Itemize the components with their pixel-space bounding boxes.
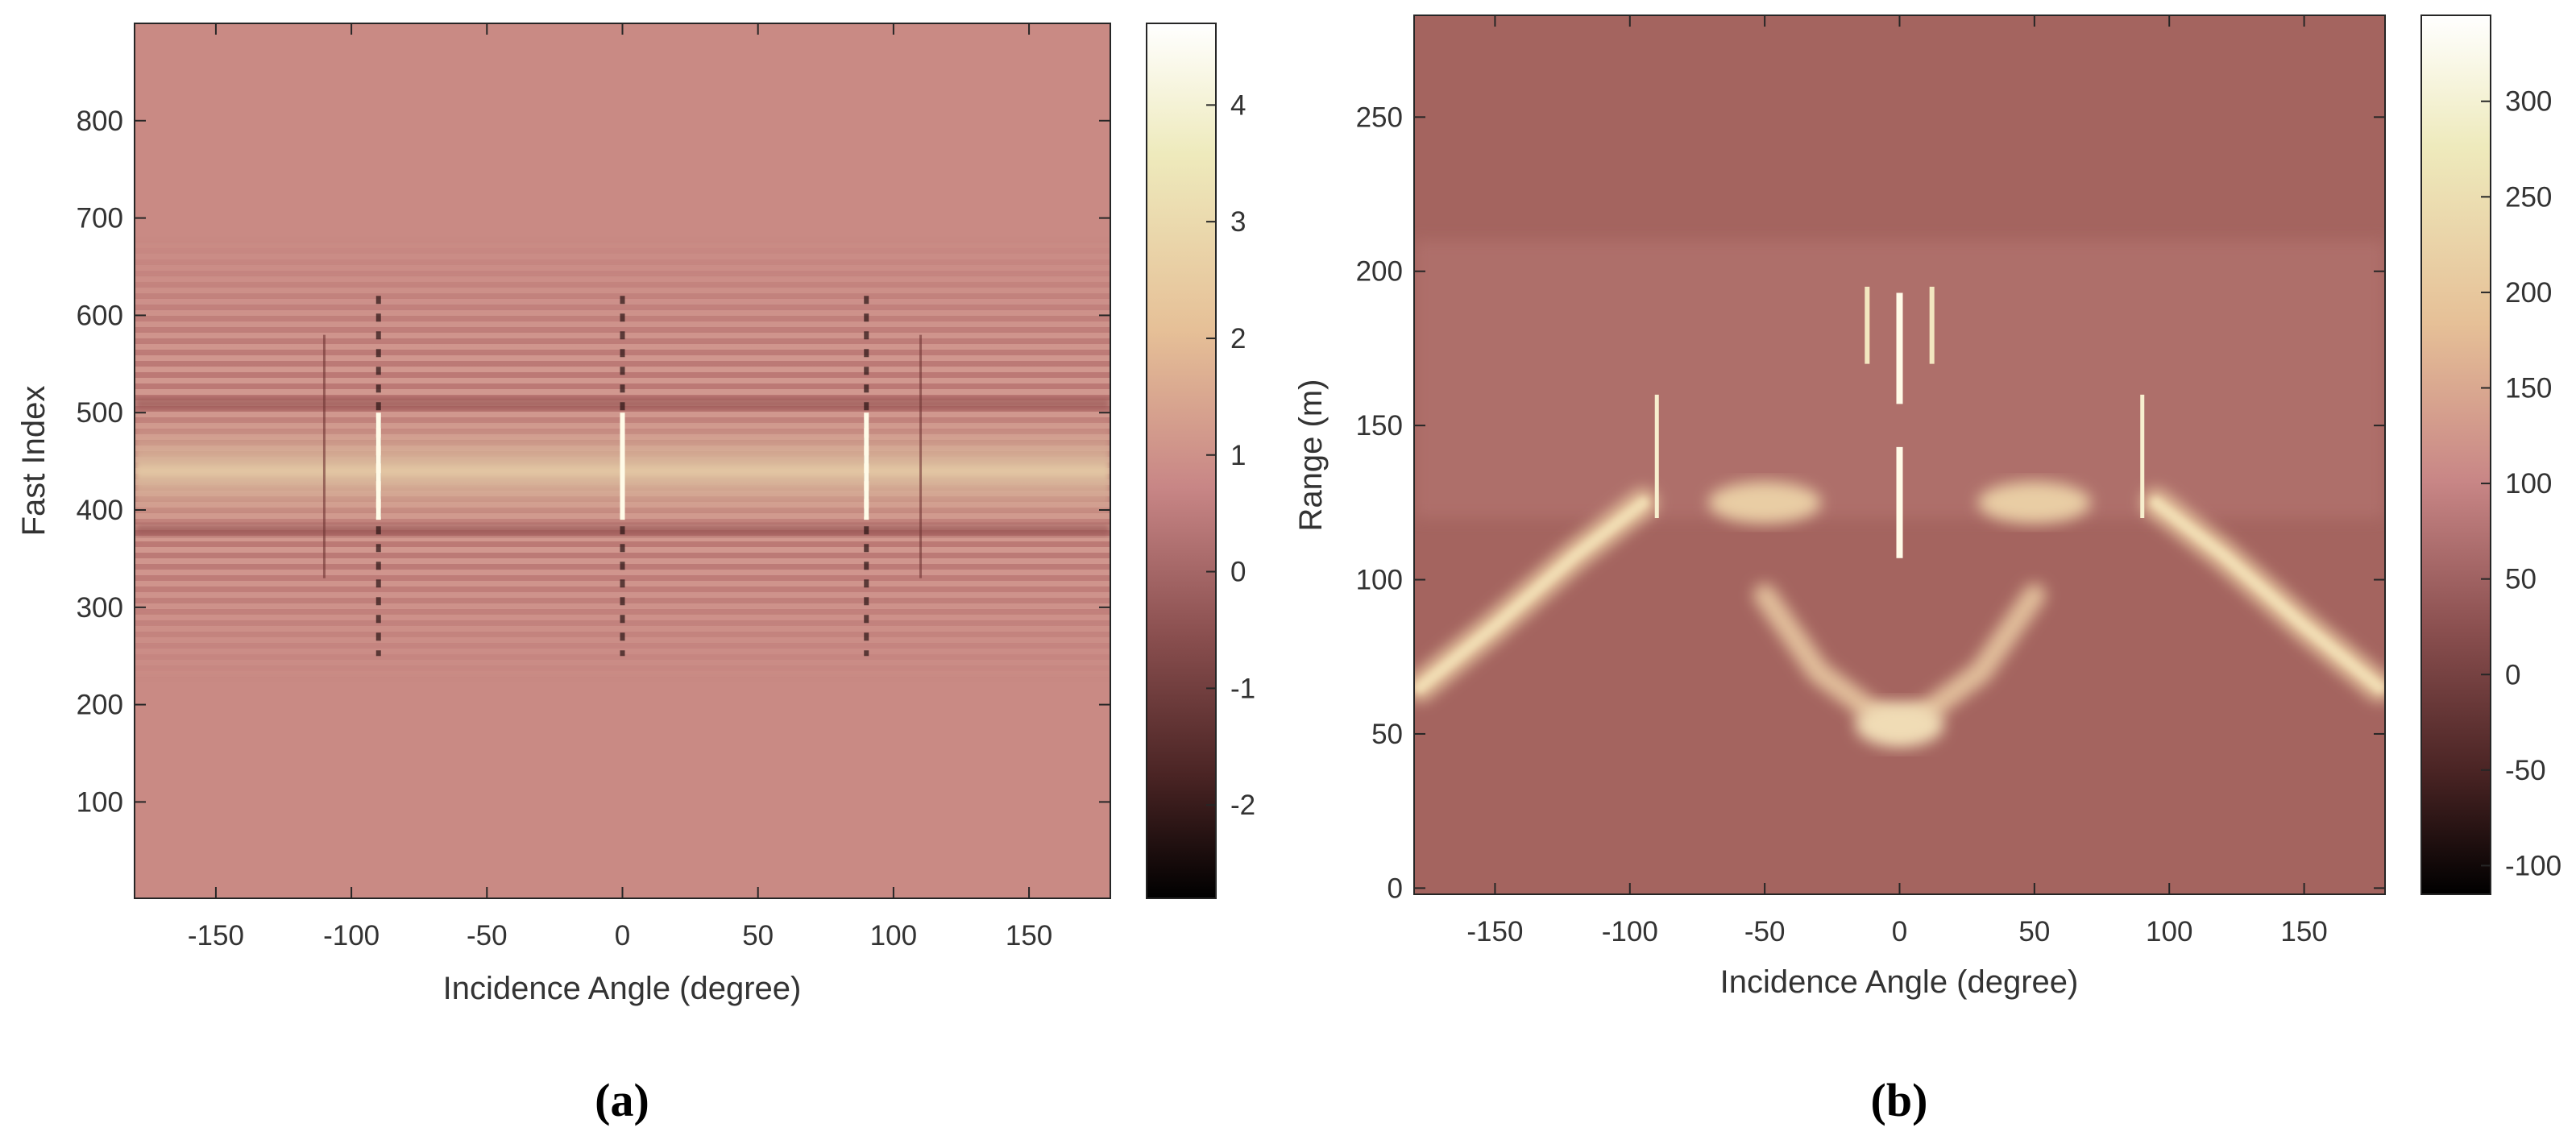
y-tick-label: 300 — [77, 592, 123, 624]
y-tick-label: 250 — [1356, 102, 1403, 133]
y-tick-label: 200 — [77, 690, 123, 721]
y-axis-b: 0 50 100 150 200 250 — [1356, 102, 2385, 904]
colorbar-tick-label: -1 — [1230, 673, 1255, 704]
x-tick-label: -100 — [1602, 916, 1658, 947]
colorbar-a-ticks: -2 -1 0 1 2 3 4 — [1206, 89, 1255, 821]
colorbar-b — [2420, 15, 2491, 895]
y-tick-label: 700 — [77, 203, 123, 234]
colorbar-tick-label: -2 — [1230, 790, 1255, 821]
x-tick-label: -100 — [323, 920, 380, 951]
heatmap-b-features — [1414, 240, 2385, 748]
colorbar-tick-label: 3 — [1230, 206, 1246, 238]
x-tick-label: 150 — [1006, 920, 1052, 951]
x-tick-label: 50 — [2018, 916, 2050, 947]
x-axis-label-a: Incidence Angle (degree) — [443, 971, 802, 1006]
outer-arc-core — [2151, 497, 2385, 693]
y-tick-label: 150 — [1356, 410, 1403, 441]
y-tick-label: 100 — [1356, 565, 1403, 596]
x-tick-label: -150 — [1466, 916, 1523, 947]
heatmap-a-features — [135, 296, 1110, 657]
colorbar-tick-label: 250 — [2505, 181, 2552, 213]
x-tick-label: -50 — [467, 920, 508, 951]
x-tick-label: -50 — [1744, 916, 1786, 947]
colorbar-tick-label: -50 — [2505, 755, 2546, 786]
colorbar-tick-label: 2 — [1230, 323, 1246, 354]
shoulder-blob — [1977, 481, 2091, 524]
x-tick-label: 0 — [1892, 916, 1907, 947]
colorbar-tick-label: 50 — [2505, 564, 2537, 595]
heatmap-a — [135, 23, 1110, 898]
y-axis-label-a: Fast Index — [16, 386, 52, 537]
colorbar-tick-label: 200 — [2505, 277, 2552, 309]
caption-b: (b) — [1871, 1074, 1928, 1126]
colorbar-tick-label: -100 — [2505, 850, 2561, 881]
y-tick-label: 50 — [1371, 719, 1403, 750]
x-axis-a: -150 -100 -50 0 50 100 150 — [188, 23, 1052, 951]
y-axis-a: 100 200 300 400 500 600 700 800 — [77, 106, 1110, 818]
y-tick-label: 600 — [77, 300, 123, 331]
colorbar-tick-label: 4 — [1230, 89, 1246, 121]
x-tick-label: 150 — [2280, 916, 2327, 947]
x-tick-label: 100 — [2146, 916, 2192, 947]
y-tick-label: 100 — [77, 786, 123, 818]
x-axis-label-b: Incidence Angle (degree) — [1720, 964, 2079, 1000]
colorbar-a — [1146, 23, 1217, 899]
caption-a: (a) — [595, 1074, 649, 1126]
y-axis-label-b: Range (m) — [1293, 379, 1329, 532]
x-axis-b: -150 -100 -50 0 50 100 150 — [1466, 15, 2328, 947]
x-tick-label: 0 — [615, 920, 630, 951]
x-tick-label: 100 — [870, 920, 917, 951]
colorbar-tick-label: 300 — [2505, 86, 2552, 118]
inner-arc-apex — [1855, 702, 1944, 748]
x-tick-label: -150 — [188, 920, 244, 951]
y-tick-label: 400 — [77, 495, 123, 526]
y-tick-label: 800 — [77, 106, 123, 137]
y-tick-label: 0 — [1388, 873, 1403, 904]
colorbar-tick-label: 0 — [2505, 659, 2520, 690]
y-tick-label: 500 — [77, 397, 123, 429]
colorbar-tick-label: 150 — [2505, 372, 2552, 404]
heatmap-b — [1414, 15, 2385, 894]
x-tick-label: 50 — [742, 920, 774, 951]
shoulder-blob — [1708, 481, 1822, 524]
panel-b: -150 -100 -50 0 50 100 150 0 50 100 150 200 250 Inc… — [1293, 15, 2561, 1000]
colorbar-b-ticks: -100 -50 0 50 100 150 200 250 300 — [2481, 86, 2561, 881]
panel-a: -150 -100 -50 0 50 100 150 100 200 300 400 500 600 7… — [16, 23, 1255, 1006]
colorbar-tick-label: 100 — [2505, 468, 2552, 500]
colorbar-tick-label: 0 — [1230, 557, 1246, 588]
outer-arc-core — [1414, 497, 1649, 693]
colorbar-tick-label: 1 — [1230, 440, 1246, 471]
y-tick-label: 200 — [1356, 256, 1403, 288]
